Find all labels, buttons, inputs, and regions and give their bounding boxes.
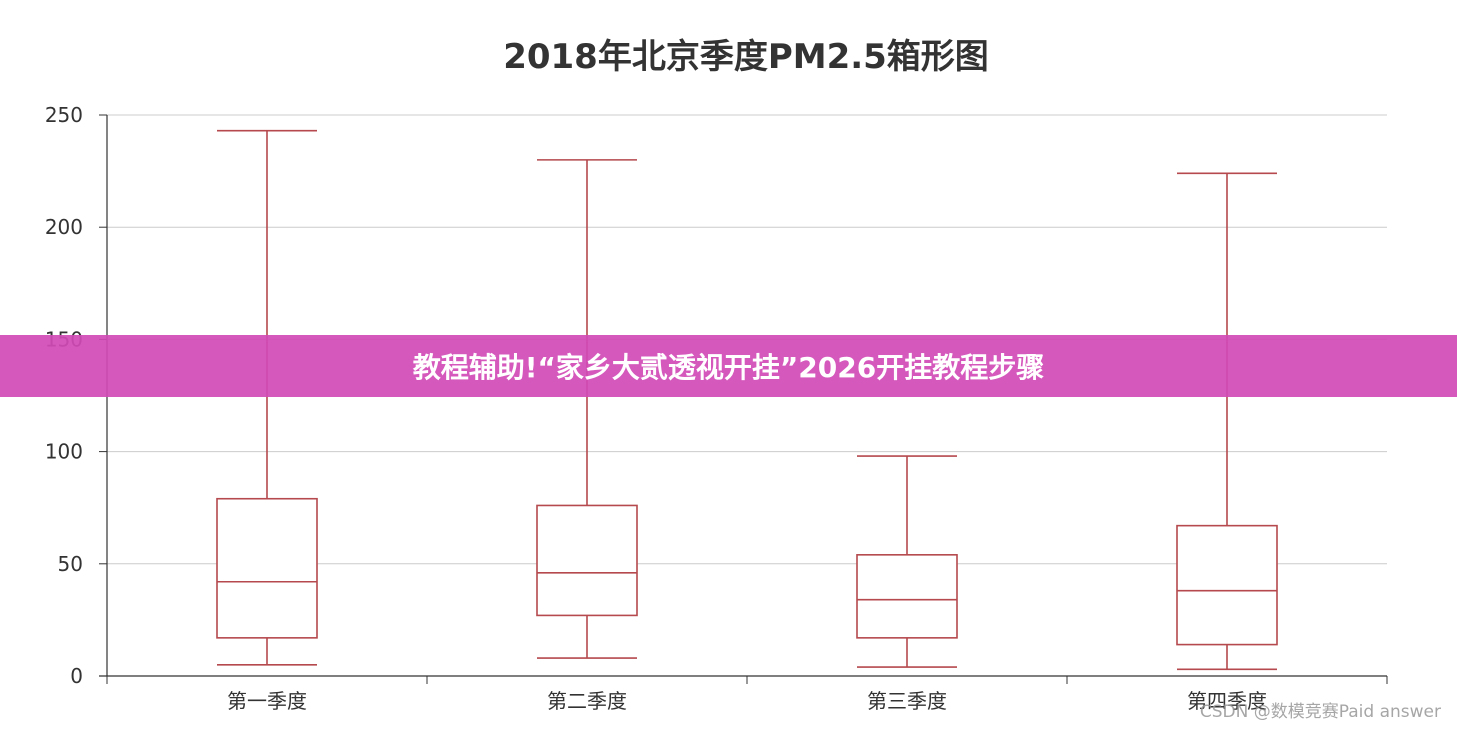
y-axis: 050100150200250 bbox=[45, 103, 108, 688]
box-1 bbox=[216, 129, 318, 666]
boxes-group bbox=[216, 129, 1278, 671]
x-tick-label-1: 第一季度 bbox=[227, 689, 307, 713]
box-2-iqr bbox=[536, 504, 638, 617]
banner-text: 教程辅助!“家乡大贰透视开挂”2026开挂教程步骤 bbox=[412, 351, 1045, 384]
chart-title: 2018年北京季度PM2.5箱形图 bbox=[503, 37, 989, 77]
y-tick-label-100: 100 bbox=[45, 440, 83, 464]
box-1-iqr bbox=[216, 497, 318, 639]
x-tick-label-4: 第四季度 bbox=[1187, 689, 1267, 713]
y-tick-label-50: 50 bbox=[58, 552, 83, 576]
x-axis: 第一季度 第二季度 第三季度 第四季度 bbox=[99, 675, 1388, 713]
overlay-banner: 教程辅助!“家乡大贰透视开挂”2026开挂教程步骤 bbox=[0, 335, 1457, 397]
x-tick-label-2: 第二季度 bbox=[547, 689, 627, 713]
y-tick-label-200: 200 bbox=[45, 215, 83, 239]
box-3-iqr bbox=[856, 554, 958, 639]
y-tick-label-250: 250 bbox=[45, 103, 83, 127]
watermark: CSDN @数模竞赛Paid answer bbox=[1199, 702, 1441, 722]
box-3 bbox=[856, 455, 958, 668]
x-tick-label-3: 第三季度 bbox=[867, 689, 947, 713]
box-4 bbox=[1176, 172, 1278, 671]
box-4-iqr bbox=[1176, 524, 1278, 646]
box-2 bbox=[536, 159, 638, 659]
y-tick-label-0: 0 bbox=[70, 664, 83, 688]
